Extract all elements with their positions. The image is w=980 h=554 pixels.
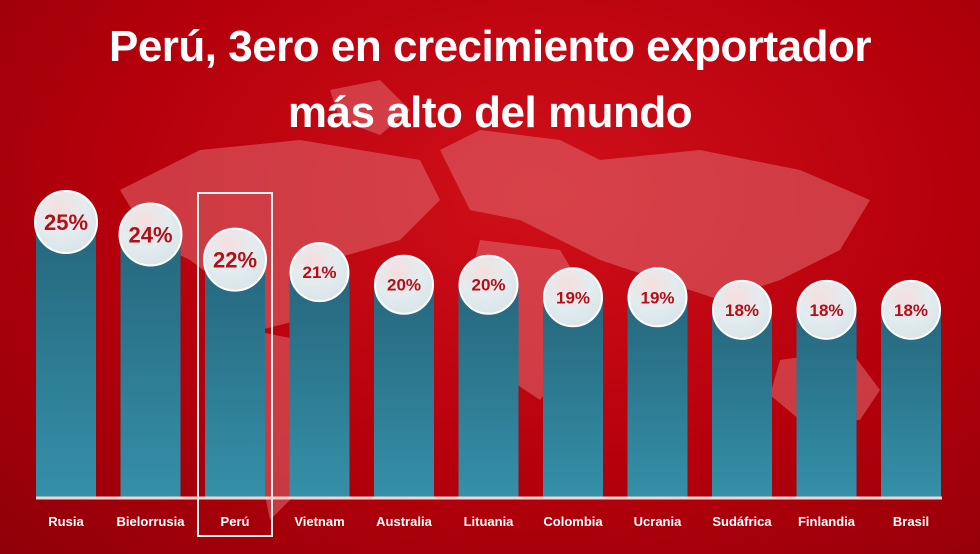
x-tick-label: Australia xyxy=(376,514,432,529)
data-label: 18% xyxy=(809,301,843,320)
x-tick-label: Vietnam xyxy=(294,514,344,529)
x-tick-label: Bielorrusia xyxy=(117,514,186,529)
bar-sudáfrica xyxy=(712,309,772,498)
data-label: 18% xyxy=(725,301,759,320)
value-bubble xyxy=(543,267,603,328)
value-bubble xyxy=(712,279,772,340)
bar-australia xyxy=(374,284,434,498)
value-bubble xyxy=(118,202,183,267)
data-label: 19% xyxy=(640,288,674,307)
bar-colombia xyxy=(543,297,603,498)
bar-lituania xyxy=(458,284,519,498)
data-label: 25% xyxy=(44,210,88,235)
bar-finlandia xyxy=(796,309,857,498)
data-label: 18% xyxy=(894,301,928,320)
x-tick-label: Rusia xyxy=(48,514,84,529)
x-tick-label: Perú xyxy=(221,514,250,529)
bar-rusia xyxy=(36,222,96,498)
bar-vietnam xyxy=(289,272,350,498)
data-label: 22% xyxy=(213,248,257,273)
value-bubble xyxy=(289,242,350,303)
value-bubble xyxy=(796,279,857,340)
x-tick-label: Sudáfrica xyxy=(712,514,772,529)
x-tick-label: Brasil xyxy=(893,514,929,529)
x-tick-label: Colombia xyxy=(543,514,603,529)
value-bubble xyxy=(458,254,519,315)
title-line-2: más alto del mundo xyxy=(287,88,693,137)
value-bubble xyxy=(374,254,434,315)
value-bubble xyxy=(203,227,267,292)
data-label: 21% xyxy=(302,263,336,282)
value-bubble xyxy=(34,190,98,254)
data-label: 20% xyxy=(471,276,505,295)
value-bubble xyxy=(627,267,688,328)
x-tick-label: Lituania xyxy=(464,514,515,529)
title-line-1: Perú, 3ero en crecimiento exportador xyxy=(108,22,872,71)
x-tick-label: Finlandia xyxy=(798,514,856,529)
x-tick-label: Ucrania xyxy=(634,514,682,529)
bar-ucrania xyxy=(627,297,688,498)
data-label: 24% xyxy=(128,223,172,248)
bar-bielorrusia xyxy=(120,234,181,498)
data-label: 20% xyxy=(387,276,421,295)
data-label: 19% xyxy=(556,288,590,307)
bar-brasil xyxy=(881,309,941,498)
highlight-box xyxy=(197,192,273,537)
bar-perú xyxy=(205,259,265,498)
value-bubble xyxy=(881,279,941,340)
